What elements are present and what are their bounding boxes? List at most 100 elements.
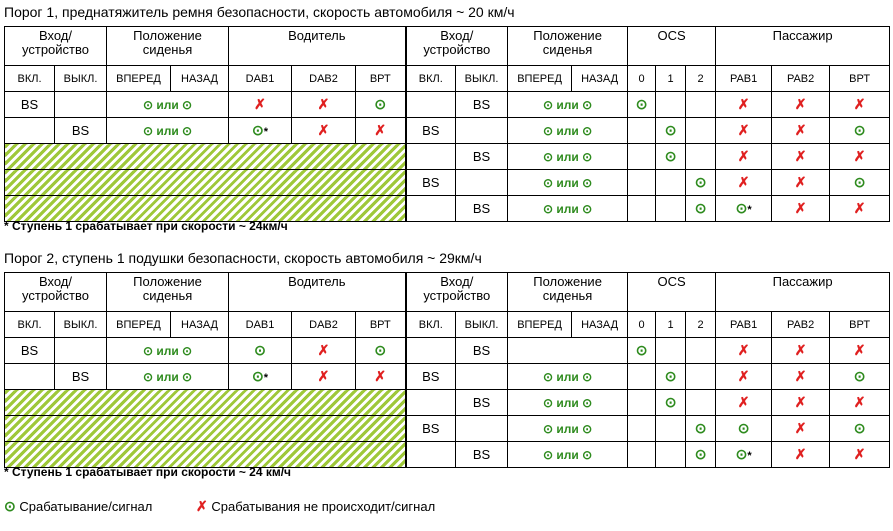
table-cell: ⊙ [627, 337, 657, 364]
hatched-na-area [3, 143, 407, 170]
header-seat-driver-line2: сиденья [142, 42, 193, 57]
star-mark: * [263, 126, 269, 138]
table-cell: ⊙ [627, 91, 657, 118]
table-cell: BS [4, 91, 55, 118]
or-label: или [553, 176, 583, 190]
table-cell [627, 363, 657, 390]
header-dab2: DAB2 [291, 65, 357, 92]
header-seat-passenger-line2: сиденья [542, 288, 593, 303]
table-cell [455, 117, 509, 144]
ok-icon: ⊙ [182, 344, 193, 358]
legend-no-label: Срабатывания не происходит/сигнал [211, 499, 436, 514]
header-dab2-label: DAB2 [309, 318, 338, 331]
ok-icon: ⊙ [582, 448, 593, 462]
header-dab2: DAB2 [291, 311, 357, 338]
table-cell [627, 169, 657, 196]
table-cell: ⊙ или ⊙ [507, 363, 629, 390]
header-seat-driver: Положение сиденья [106, 272, 230, 312]
header-entry-driver-line1: Вход/ [38, 28, 73, 43]
ok-icon: ⊙ [254, 342, 266, 358]
header-passenger: Пассажир [715, 272, 891, 312]
header-entry-driver: Вход/устройство [3, 272, 108, 312]
bs-label: BS [472, 149, 491, 164]
cross-icon: ✗ [317, 122, 330, 138]
ok-icon: ⊙ [252, 122, 264, 138]
header-ocs0-label: 0 [638, 72, 645, 85]
header-off-label: ВЫКЛ. [63, 72, 98, 85]
table-cell: ⊙ [829, 363, 891, 390]
table-cell [627, 143, 657, 170]
table-cell [405, 91, 457, 118]
table-cell: ⊙ или ⊙ [106, 117, 230, 144]
table-cell: ✗ [829, 337, 891, 364]
section2-title: Порог 2, ступень 1 подушки безопасности,… [4, 250, 482, 266]
header-seat-driver-line2: сиденья [142, 288, 193, 303]
header-pab1-label: PAB1 [729, 318, 758, 331]
header-forward-label: ВПЕРЕД [517, 72, 562, 85]
header-entry-passenger-line1: Вход/ [440, 28, 474, 43]
bs-label: BS [472, 447, 491, 462]
table-cell: ✗ [771, 117, 831, 144]
cross-icon: ✗ [317, 368, 330, 384]
cross-icon: ✗ [317, 342, 330, 358]
header-entry-passenger: Вход/устройство [405, 272, 509, 312]
header-forward: ВПЕРЕД [106, 65, 172, 92]
header-off-label: ВЫКЛ. [464, 318, 499, 331]
cross-icon: ✗ [794, 96, 807, 112]
table-cell [405, 441, 457, 468]
header-ocs0: 0 [627, 311, 657, 338]
table-cell [627, 195, 657, 222]
cross-icon: ✗ [737, 96, 750, 112]
bs-label: BS [71, 369, 90, 384]
header-ocs2: 2 [685, 311, 717, 338]
table-cell [455, 363, 509, 390]
header-on-label: ВКЛ. [17, 72, 42, 85]
header-dab1: DAB1 [228, 65, 293, 92]
table-cell: BS [405, 415, 457, 442]
table-cell [4, 363, 55, 390]
cross-icon: ✗ [374, 368, 387, 384]
header-vrt-label: ВРТ [369, 72, 391, 85]
table-cell: ✗ [771, 91, 831, 118]
header-on: ВКЛ. [4, 65, 55, 92]
header-ocs-label: OCS [657, 274, 686, 289]
table-cell: BS [455, 441, 509, 468]
table-cell: ⊙ или ⊙ [507, 143, 629, 170]
bs-label: BS [20, 97, 39, 112]
header-prt-label: ВРТ [849, 318, 871, 331]
or-label: или [153, 370, 183, 384]
ok-icon: ⊙ [142, 370, 153, 384]
ok-icon: ⊙ [582, 124, 593, 138]
table-cell: ✗ [715, 337, 773, 364]
table-cell [455, 415, 509, 442]
header-vrt-label: ВРТ [369, 318, 391, 331]
table-cell [627, 117, 657, 144]
header-seat-driver: Положение сиденья [106, 26, 230, 66]
or-label: или [153, 98, 183, 112]
header-entry-driver-line2: устройство [22, 288, 89, 303]
table-cell [405, 389, 457, 416]
cross-icon: ✗ [794, 122, 807, 138]
table-row: BS ⊙ или ⊙ ⊙ ✗ ⊙ BS ⊙ ✗ ✗ ✗ [4, 337, 891, 364]
table-cell: ⊙ [228, 337, 293, 364]
table-cell: ⊙ [685, 169, 717, 196]
table-cell [685, 363, 717, 390]
header-back-label: НАЗАД [581, 318, 619, 331]
header-passenger-label: Пассажир [772, 274, 833, 289]
table-cell: ⊙* [715, 441, 773, 468]
header-prt: ВРТ [829, 311, 891, 338]
ok-icon: ⊙ [664, 122, 677, 138]
header-forward-label: ВПЕРЕД [517, 318, 562, 331]
table-cell [53, 91, 108, 118]
header-forward-label: ВПЕРЕД [116, 318, 161, 331]
cross-icon: ✗ [794, 342, 807, 358]
section1-footnote: * Ступень 1 срабатывает при скорости ~ 2… [4, 219, 288, 233]
cross-icon: ✗ [737, 174, 750, 190]
ok-icon: ⊙ [542, 370, 554, 384]
table-cell: ⊙ [655, 143, 687, 170]
table-cell: ✗ [355, 117, 407, 144]
cross-icon: ✗ [794, 174, 807, 190]
table-cell: ⊙ или ⊙ [507, 169, 629, 196]
table-cell: ⊙ или ⊙ [507, 117, 629, 144]
cross-icon: ✗ [737, 148, 750, 164]
